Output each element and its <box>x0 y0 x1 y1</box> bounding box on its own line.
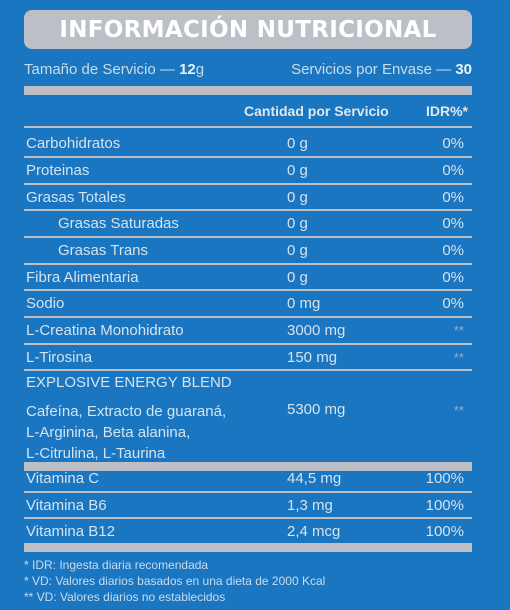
serving-info: Tamaño de Servicio — 12g Servicios por E… <box>24 58 472 80</box>
divider <box>24 126 472 128</box>
nutrient-name: Sodio <box>26 295 65 312</box>
blend-ingredients-line: Cafeína, Extracto de guaraná, <box>26 403 227 420</box>
footnote: * VD: Valores diarios basados en una die… <box>24 574 326 588</box>
nutrient-amount: 0 g <box>287 215 308 232</box>
nutrient-row: L-Creatina Monohidrato 3000 mg ** <box>24 318 472 343</box>
nutrient-amount: 150 mg <box>287 349 338 366</box>
divider <box>24 491 472 493</box>
nutrient-amount: 0 g <box>287 189 308 206</box>
vitamin-name: Vitamina B6 <box>26 497 107 514</box>
vitamin-row: Vitamina B12 2,4 mcg 100% <box>24 519 472 544</box>
nutrient-row: Sodio 0 mg 0% <box>24 291 472 316</box>
column-headers: Cantidad por Servicio IDR%* <box>24 97 472 125</box>
nutrient-name: Grasas Saturadas <box>58 215 179 232</box>
serving-size-unit: g <box>195 60 205 78</box>
divider <box>24 517 472 519</box>
thick-divider-top <box>24 86 472 95</box>
blend-ingredients: Cafeína, Extracto de guaraná, L-Arginina… <box>26 401 226 464</box>
thick-divider-vitamins <box>24 462 472 471</box>
nutrient-amount: 0 g <box>287 242 308 259</box>
nutrient-name: Grasas Trans <box>58 242 149 259</box>
servings-count-value: 30 <box>455 60 472 78</box>
nutrient-row: Proteinas 0 g 0% <box>24 158 472 183</box>
nutrient-idr: 0% <box>442 295 464 312</box>
divider <box>24 156 472 158</box>
nutrient-idr: 0% <box>442 162 464 179</box>
nutrient-name: Carbohidratos <box>26 135 121 152</box>
vitamin-name: Vitamina C <box>26 470 100 487</box>
serving-size-label: Tamaño de Servicio — <box>24 60 180 78</box>
nutrient-amount: 0 g <box>287 162 308 179</box>
nutrient-idr: 0% <box>442 135 464 152</box>
divider <box>24 236 472 238</box>
nutrient-name: Proteinas <box>26 162 90 179</box>
nutrient-row: Carbohidratos 0 g 0% <box>24 131 472 156</box>
servings-per-container: Servicios por Envase — 30 <box>291 61 472 78</box>
footnote: * IDR: Ingesta diaria recomendada <box>24 558 209 572</box>
nutrient-row: Grasas Saturadas 0 g 0% <box>24 211 472 236</box>
nutrient-amount: 0 g <box>287 269 308 286</box>
vitamin-amount: 1,3 mg <box>287 497 333 514</box>
idr-header: IDR%* <box>425 103 468 119</box>
nutrient-idr: ** <box>453 350 464 365</box>
divider <box>24 369 472 371</box>
nutrient-row: Grasas Trans 0 g 0% <box>24 238 472 263</box>
blend-ingredients-line: L-Citrulina, L-Taurina <box>26 445 166 462</box>
vitamin-idr: 100% <box>425 523 464 540</box>
vitamin-row: Vitamina C 44,5 mg 100% <box>24 466 472 491</box>
blend-ingredients-line: L-Arginina, Beta alanina, <box>26 424 191 441</box>
blend-idr: ** <box>453 403 464 418</box>
footnote: ** VD: Valores diarios no establecidos <box>24 590 226 604</box>
nutrient-row: Grasas Totales 0 g 0% <box>24 185 472 210</box>
nutrient-idr: 0% <box>442 189 464 206</box>
nutrient-name: L-Tirosina <box>26 349 93 366</box>
vitamin-idr: 100% <box>425 497 464 514</box>
nutrient-idr: 0% <box>442 242 464 259</box>
divider <box>24 289 472 291</box>
title-banner: INFORMACIÓN NUTRICIONAL <box>24 10 472 49</box>
vitamin-amount: 2,4 mcg <box>287 523 341 540</box>
vitamin-row: Vitamina B6 1,3 mg 100% <box>24 493 472 518</box>
divider <box>24 343 472 345</box>
vitamin-idr: 100% <box>425 470 464 487</box>
nutrient-idr: ** <box>453 323 464 338</box>
serving-size: Tamaño de Servicio — 12g <box>24 61 204 78</box>
nutrient-name: L-Creatina Monohidrato <box>26 322 184 339</box>
vitamin-name: Vitamina B12 <box>26 523 115 540</box>
nutrient-row: L-Tirosina 150 mg ** <box>24 345 472 370</box>
nutrient-amount: 0 g <box>287 135 308 152</box>
nutrient-amount: 3000 mg <box>287 322 346 339</box>
nutrient-idr: 0% <box>442 269 464 286</box>
divider <box>24 263 472 265</box>
nutrient-name: Grasas Totales <box>26 189 126 206</box>
servings-count-label: Servicios por Envase — <box>291 60 456 78</box>
footnotes: * IDR: Ingesta diaria recomendada * VD: … <box>24 557 325 605</box>
thick-divider-bottom <box>24 543 472 552</box>
nutrient-amount: 0 mg <box>287 295 321 312</box>
panel-title: INFORMACIÓN NUTRICIONAL <box>59 16 437 43</box>
divider <box>24 183 472 185</box>
nutrient-idr: 0% <box>442 215 464 232</box>
serving-size-value: 12 <box>179 60 196 78</box>
nutrient-name: Fibra Alimentaria <box>26 269 139 286</box>
divider <box>24 316 472 318</box>
vitamin-amount: 44,5 mg <box>287 470 342 487</box>
nutrient-row: Fibra Alimentaria 0 g 0% <box>24 265 472 290</box>
blend-title: EXPLOSIVE ENERGY BLEND <box>26 374 232 391</box>
blend-amount: 5300 mg <box>287 401 346 418</box>
amount-header: Cantidad por Servicio <box>244 103 389 119</box>
divider <box>24 209 472 211</box>
